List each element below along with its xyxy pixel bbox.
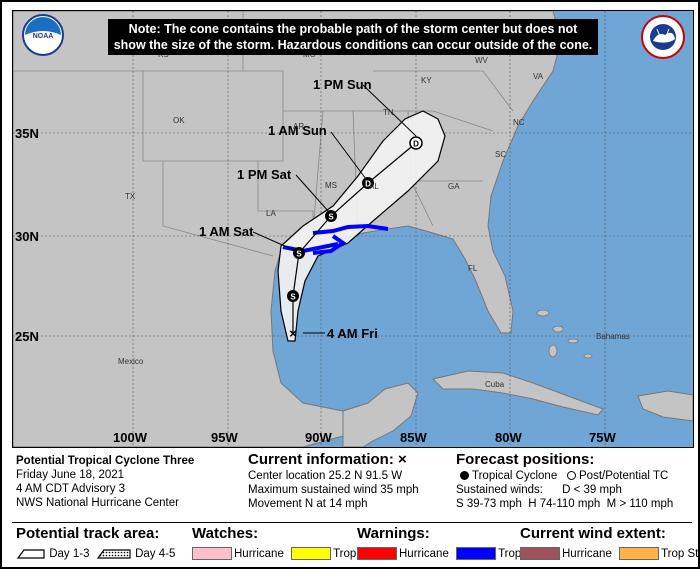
storm-info: Potential Tropical Cyclone Three Friday … <box>16 454 194 510</box>
svg-text:85W: 85W <box>400 430 427 445</box>
point-1pm-sun: D <box>409 136 423 150</box>
point-1am-sat: S <box>293 247 305 259</box>
svg-text:100W: 100W <box>113 430 148 445</box>
warning-trop-swatch <box>456 547 497 561</box>
watch-hurricane-swatch <box>192 547 232 561</box>
current-wind: Maximum sustained wind 35 mph <box>248 484 419 496</box>
map-svg: D D S S S × 1 PM Sun 1 AM Sun 1 PM Sa <box>13 11 693 447</box>
hispaniola <box>637 390 693 422</box>
forecast-heading: Forecast positions: <box>456 451 595 468</box>
label-1am-sun: 1 AM Sun <box>268 123 327 138</box>
svg-text:D: D <box>365 180 371 189</box>
svg-text:D: D <box>413 140 419 149</box>
forecast-positions: Forecast positions: Tropical Cyclone Pos… <box>456 451 673 511</box>
nws-logo <box>641 15 685 59</box>
svg-text:WV: WV <box>475 56 489 65</box>
legend-info-row: Potential Tropical Cyclone Three Friday … <box>12 448 692 523</box>
svg-text:Cuba: Cuba <box>485 380 505 389</box>
watches-heading: Watches: <box>192 525 259 542</box>
track-area-items: Day 1-3 Day 4-5 <box>16 547 175 561</box>
svg-text:S: S <box>328 213 334 222</box>
forecast-track <box>292 142 417 333</box>
label-1am-sat: 1 AM Sat <box>199 224 254 239</box>
map-panel: D D S S S × 1 PM Sun 1 AM Sun 1 PM Sa <box>12 10 694 448</box>
storm-name: Potential Tropical Cyclone Three <box>16 455 195 467</box>
current-position-marker: × <box>289 326 297 341</box>
noaa-logo: NOAA <box>22 14 64 56</box>
watches-items: Hurricane Trop Stm <box>192 547 380 561</box>
sustained-winds: Sustained winds: D < 39 mph <box>456 484 622 496</box>
latitude-labels: 35N 30N 25N <box>15 126 39 344</box>
legend-key-row: Potential track area: Day 1-3 Day 4-5 Wa… <box>12 523 700 568</box>
svg-text:35N: 35N <box>15 126 39 141</box>
svg-text:80W: 80W <box>495 430 522 445</box>
storm-advisory: 4 AM CDT Advisory 3 <box>16 483 126 495</box>
point-1am-sun: D <box>362 177 374 189</box>
warnings-items: Hurricane Trop Stm <box>357 547 545 561</box>
warnings-heading: Warnings: <box>357 525 430 542</box>
svg-text:25N: 25N <box>15 329 39 344</box>
current-heading: Current information: × <box>248 451 407 468</box>
day-1-3-icon <box>16 549 45 559</box>
point-fri-pm: S <box>287 290 299 302</box>
warning-hurricane-swatch <box>357 547 397 561</box>
extent-hurricane-swatch <box>520 547 560 561</box>
watches-key: Watches: Hurricane Trop Stm <box>192 525 380 561</box>
current-movement: Movement N at 14 mph <box>248 498 368 510</box>
day-4-5-icon <box>96 549 131 559</box>
svg-text:TX: TX <box>125 192 136 201</box>
svg-text:AL: AL <box>369 182 379 191</box>
wind-categories: S 39-73 mph H 74-110 mph M > 110 mph <box>456 498 674 510</box>
wind-extent-heading: Current wind extent: <box>520 525 666 542</box>
extent-trop-swatch <box>619 547 660 561</box>
current-location: Center location 25.2 N 91.5 W <box>248 470 403 482</box>
label-1pm-sun: 1 PM Sun <box>313 77 372 92</box>
cuba <box>432 370 604 416</box>
leader-lines <box>252 84 417 334</box>
bahamas-islands <box>536 309 593 359</box>
svg-text:NC: NC <box>513 118 525 127</box>
svg-text:VA: VA <box>533 72 544 81</box>
svg-text:S: S <box>290 293 296 302</box>
svg-text:30N: 30N <box>15 229 39 244</box>
svg-text:Bahamas: Bahamas <box>596 332 630 341</box>
svg-text:90W: 90W <box>305 430 332 445</box>
storm-date: Friday June 18, 2021 <box>16 469 125 481</box>
wind-extent-key: Current wind extent: Hurricane Trop Stm <box>520 525 700 561</box>
svg-text:GA: GA <box>448 182 460 191</box>
current-info: Current information: × Center location 2… <box>248 451 419 511</box>
watch-trop-swatch <box>291 547 332 561</box>
track-area-key: Potential track area: Day 1-3 Day 4-5 <box>16 525 175 561</box>
wind-extent-items: Hurricane Trop Stm <box>520 547 700 561</box>
svg-text:LA: LA <box>266 209 276 218</box>
label-1pm-sat: 1 PM Sat <box>237 167 292 182</box>
longitude-labels: 100W 95W 90W 85W 80W 75W <box>113 430 616 445</box>
svg-text:FL: FL <box>468 264 478 273</box>
svg-text:NOAA: NOAA <box>33 33 54 40</box>
svg-text:75W: 75W <box>589 430 616 445</box>
current-x-icon: × <box>398 451 407 468</box>
svg-text:TN: TN <box>383 108 394 117</box>
tropical-cyclone-icon <box>460 471 469 481</box>
storm-center: NWS National Hurricane Center <box>16 497 179 509</box>
svg-text:KY: KY <box>421 76 432 85</box>
post-potential-tc-icon <box>566 471 576 481</box>
svg-text:SC: SC <box>495 150 506 159</box>
warnings-key: Warnings: Hurricane Trop Stm <box>357 525 545 561</box>
track-area-heading: Potential track area: <box>16 525 160 542</box>
svg-text:95W: 95W <box>211 430 238 445</box>
yucatan <box>342 382 419 447</box>
forecast-symbols: Tropical Cyclone Post/Potential TC <box>456 469 673 483</box>
svg-text:MS: MS <box>325 181 337 190</box>
svg-text:AR: AR <box>293 122 304 131</box>
point-1pm-sat: S <box>325 210 337 222</box>
svg-text:S: S <box>296 250 302 259</box>
svg-text:OK: OK <box>173 116 185 125</box>
label-4am-fri: 4 AM Fri <box>327 326 378 341</box>
tropical-storm-warnings <box>282 223 389 255</box>
cone-note: Note: The cone contains the probable pat… <box>108 19 598 55</box>
legend-panel: Potential Tropical Cyclone Three Friday … <box>12 448 700 568</box>
svg-text:Mexico: Mexico <box>118 357 144 366</box>
